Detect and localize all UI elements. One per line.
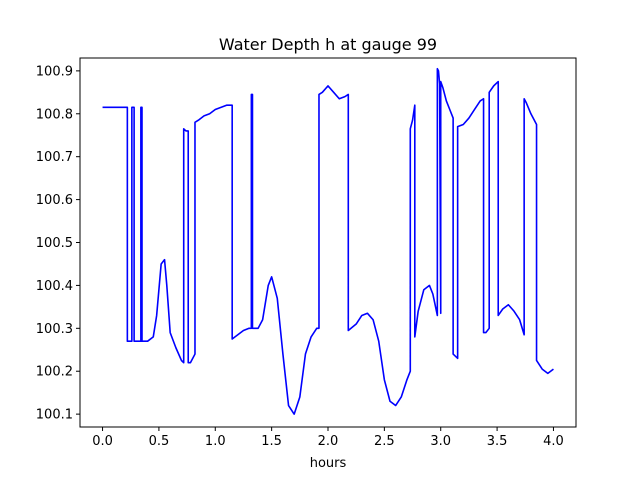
chart-title: Water Depth h at gauge 99 (219, 35, 437, 54)
x-tick-label: 2.0 (318, 434, 339, 449)
y-tick-label: 100.5 (36, 236, 73, 251)
y-tick-label: 100.1 (36, 408, 73, 423)
x-tick-label: 3.0 (430, 434, 451, 449)
y-tick-label: 100.3 (36, 322, 73, 337)
x-axis-label: hours (310, 456, 347, 471)
y-tick-label: 100.2 (36, 365, 73, 380)
y-tick-label: 100.6 (36, 193, 73, 208)
y-tick-label: 100.9 (36, 64, 73, 79)
x-tick-label: 1.5 (261, 434, 282, 449)
plot-area (102, 67, 554, 415)
x-axis: 0.0 0.5 1.0 1.5 2.0 2.5 3.0 3.5 4.0 (92, 427, 564, 449)
y-axis: 100.1 100.2 100.3 100.4 100.5 100.6 100.7 100.8… (36, 64, 80, 423)
x-tick-label: 1.0 (205, 434, 226, 449)
x-tick-label: 2.5 (374, 434, 395, 449)
y-tick-label: 100.7 (36, 150, 73, 165)
y-tick-label: 100.8 (36, 107, 73, 122)
series-line-0 (102, 67, 554, 415)
y-tick-label: 100.4 (36, 279, 73, 294)
x-tick-label: 3.5 (487, 434, 508, 449)
x-tick-label: 4.0 (543, 434, 564, 449)
plot-frame (79, 57, 577, 428)
x-tick-label: 0.0 (92, 434, 113, 449)
x-tick-label: 0.5 (149, 434, 170, 449)
